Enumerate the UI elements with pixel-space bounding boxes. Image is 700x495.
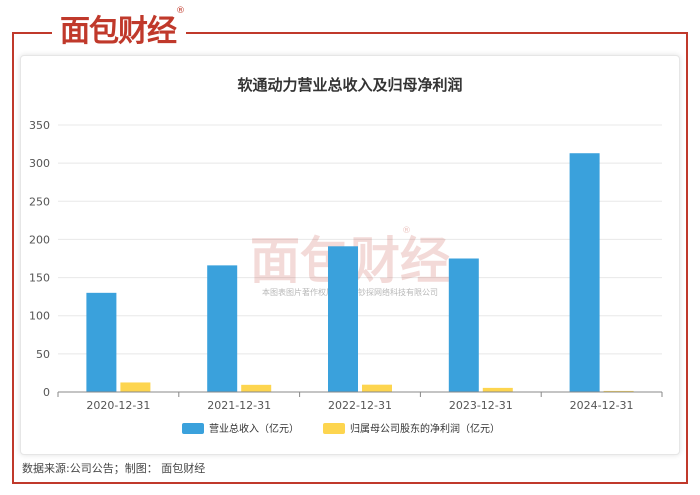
registered-mark: ® <box>176 6 185 16</box>
bar-revenue <box>207 265 238 392</box>
y-tick-label: 250 <box>29 195 50 208</box>
x-tick-label: 2020-12-31 <box>86 399 150 412</box>
axis-layer: 0 50 100 150 200 250 300 350 2020-12-31 2021-12-3… <box>29 119 663 412</box>
frame-top-left-line <box>12 32 52 34</box>
bar-revenue <box>86 292 117 392</box>
legend: 营业总收入（亿元） 归属母公司股东的净利润（亿元） <box>182 422 500 435</box>
y-tick-label: 100 <box>29 310 50 323</box>
source-footer: 数据来源:公司公告；制图： 面包财经 <box>22 462 206 475</box>
y-tick-label: 150 <box>29 272 50 285</box>
grid-layer <box>58 124 662 355</box>
outer-frame <box>12 32 688 484</box>
legend-item-net-profit-label: 归属母公司股东的净利润（亿元） <box>350 422 500 435</box>
y-tick-label: 0 <box>43 386 50 399</box>
bar-revenue <box>569 153 600 392</box>
y-tick-label: 350 <box>29 119 50 132</box>
x-tick-label: 2023-12-31 <box>449 399 513 412</box>
chart-title: 软通动力营业总收入及归母净利润 <box>237 76 463 94</box>
y-tick-label: 200 <box>29 233 50 246</box>
brand-logo: 面包财经 <box>56 12 180 52</box>
legend-item-net-profit-swatch <box>323 423 345 434</box>
legend-item-revenue-label: 营业总收入（亿元） <box>209 422 299 435</box>
bar-net-profit <box>482 387 513 392</box>
bar-revenue <box>328 246 358 392</box>
bar-net-profit <box>241 384 272 392</box>
x-tick-label: 2024-12-31 <box>570 399 634 412</box>
watermark-registered-mark: ® <box>402 226 411 236</box>
x-tick-label: 2021-12-31 <box>207 399 271 412</box>
frame-top-right-line <box>186 32 688 34</box>
bar-net-profit <box>362 384 392 392</box>
bar-revenue <box>448 258 479 392</box>
y-tick-label: 50 <box>36 348 50 361</box>
y-tick-label: 300 <box>29 157 50 170</box>
bar-net-profit <box>120 382 151 392</box>
x-tick-label: 2022-12-31 <box>328 399 392 412</box>
legend-item-revenue-swatch <box>182 423 204 434</box>
bars-layer <box>86 153 634 392</box>
bar-net-profit <box>603 390 634 392</box>
